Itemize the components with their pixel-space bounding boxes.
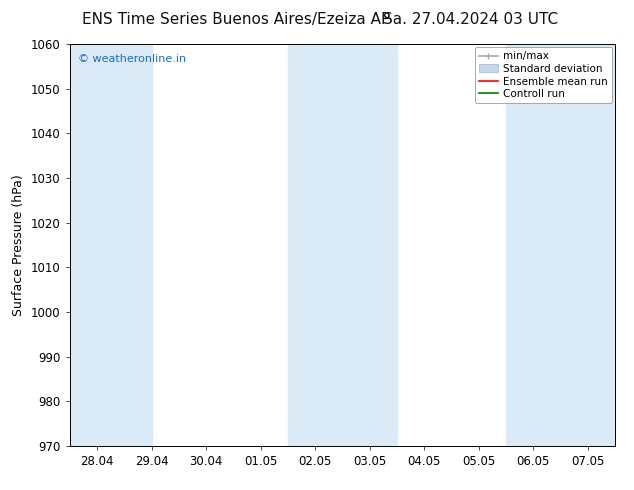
Text: ENS Time Series Buenos Aires/Ezeiza AP: ENS Time Series Buenos Aires/Ezeiza AP <box>82 12 391 27</box>
Bar <box>506 44 615 446</box>
Text: Sa. 27.04.2024 03 UTC: Sa. 27.04.2024 03 UTC <box>383 12 558 27</box>
Legend: min/max, Standard deviation, Ensemble mean run, Controll run: min/max, Standard deviation, Ensemble me… <box>475 47 612 103</box>
Bar <box>70 44 152 446</box>
Y-axis label: Surface Pressure (hPa): Surface Pressure (hPa) <box>13 174 25 316</box>
Bar <box>288 44 397 446</box>
Text: © weatheronline.in: © weatheronline.in <box>78 54 186 64</box>
